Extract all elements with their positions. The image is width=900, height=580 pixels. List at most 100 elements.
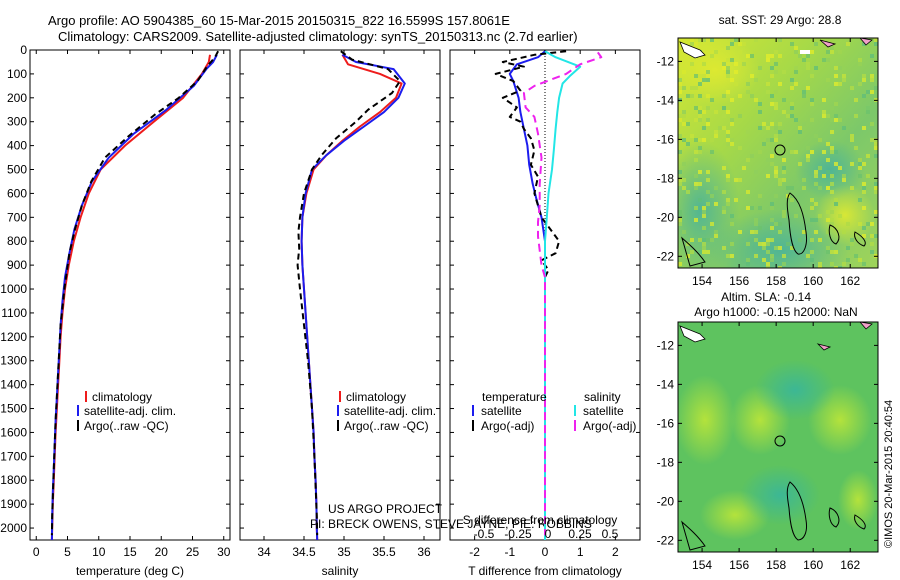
sst-pixel	[870, 74, 874, 78]
sst-pixel	[778, 82, 782, 86]
reef-contour	[681, 520, 706, 551]
sst-pixel	[838, 66, 842, 70]
sst-pixel	[862, 262, 866, 266]
sst-pixel	[726, 66, 730, 70]
sst-pixel	[870, 90, 874, 94]
sst-pixel	[858, 58, 862, 62]
map-y-tick-label: -12	[657, 338, 675, 352]
sst-pixel	[726, 202, 730, 206]
sst-pixel	[834, 266, 838, 268]
sst-pixel	[754, 38, 758, 42]
sst-pixel	[726, 138, 730, 142]
sst-pixel	[786, 114, 790, 118]
sst-pixel	[838, 82, 842, 86]
sst-pixel	[826, 142, 830, 146]
reef-contour	[786, 481, 807, 541]
sst-pixel	[718, 126, 722, 130]
map-x-tick-label: 156	[729, 558, 749, 572]
sst-pixel	[710, 150, 714, 154]
sst-pixel	[834, 150, 838, 154]
difference-profile-panel: -2 -1 0 1 2 T difference from climatology S …	[449, 49, 641, 578]
sst-pixel	[802, 178, 806, 182]
sst-pixel	[678, 134, 682, 138]
title-line2: Climatology: CARS2009. Satellite-adjuste…	[58, 29, 578, 44]
sst-pixel	[750, 154, 754, 158]
sst-pixel	[802, 122, 806, 126]
reef-contour	[786, 192, 807, 255]
sst-pixel	[730, 254, 734, 258]
sst-pixel	[690, 62, 694, 66]
legend-t-argo: Argo(-adj)	[481, 419, 534, 433]
legend-climatology: climatology	[346, 390, 406, 404]
sst-pixel	[830, 190, 834, 194]
sst-pixel	[758, 206, 762, 210]
legend-satellite: satellite-adj. clim.	[344, 404, 436, 418]
sst-pixel	[810, 202, 814, 206]
depth-tick-label: 1500	[0, 402, 27, 416]
sst-map-frame	[677, 37, 879, 269]
depth-tick-label: 0	[20, 43, 27, 57]
credits-line1: US ARGO PROJECT	[328, 502, 443, 516]
sst-pixel	[770, 226, 774, 230]
legend-head-temperature: temperature	[482, 390, 547, 404]
x-tick-label: 15	[123, 545, 137, 559]
sst-pixel	[758, 102, 762, 106]
sst-pixel	[766, 158, 770, 162]
sst-pixel	[862, 78, 866, 82]
sst-pixel	[810, 250, 814, 254]
map-y-tick-label: -18	[657, 455, 675, 469]
sst-pixel	[730, 58, 734, 62]
depth-tick-label: 1100	[1, 306, 27, 320]
sst-pixel	[698, 114, 702, 118]
sst-pixel	[678, 214, 682, 218]
sst-pixel	[726, 90, 730, 94]
sst-pixel	[762, 122, 766, 126]
sst-pixel	[826, 218, 830, 222]
sst-pixel	[766, 174, 770, 178]
sst-pixel	[702, 38, 706, 42]
sst-pixel	[778, 54, 782, 58]
timestamp-stamp: ©IMOS 20-Mar-2015 20:40:54	[883, 400, 895, 548]
sst-pixel	[766, 90, 770, 94]
sst-pixel	[826, 186, 830, 190]
title-line1: Argo profile: AO 5904385_60 15-Mar-2015 …	[48, 13, 510, 28]
sst-pixel	[830, 182, 834, 186]
sst-pixel	[750, 74, 754, 78]
sst-pixel	[690, 250, 694, 254]
coastline	[679, 325, 706, 343]
sst-pixel	[694, 206, 698, 210]
sst-pixel	[746, 190, 750, 194]
sst-pixel	[726, 46, 730, 50]
sst-pixel	[694, 42, 698, 46]
sst-pixel	[678, 218, 682, 222]
sst-pixel	[698, 146, 702, 150]
sst-pixel	[866, 154, 870, 158]
sst-pixel	[678, 114, 682, 118]
sst-pixel	[730, 142, 734, 146]
sst-pixel	[798, 130, 802, 134]
sst-pixel	[730, 138, 734, 142]
sst-pixel	[686, 190, 690, 194]
sst-pixel	[778, 122, 782, 126]
sst-pixel	[766, 82, 770, 86]
sst-pixel	[774, 174, 778, 178]
sst-pixel	[862, 126, 866, 130]
sst-pixel	[722, 66, 726, 70]
sst-pixel	[766, 54, 770, 58]
sla-map-title: Altim. SLA: -0.14	[721, 290, 811, 304]
sst-pixel	[698, 74, 702, 78]
sst-pixel	[734, 62, 738, 66]
sst-pixel	[770, 54, 774, 58]
sst-pixel	[790, 186, 794, 190]
sst-pixel	[682, 86, 686, 90]
sst-pixel	[730, 42, 734, 46]
sst-pixel	[830, 262, 834, 266]
sst-pixel	[702, 74, 706, 78]
sst-pixel	[754, 238, 758, 242]
s-tick-label: -0.5	[474, 527, 495, 541]
sst-pixel	[870, 138, 874, 142]
sst-pixel	[806, 158, 810, 162]
sst-pixel	[698, 250, 702, 254]
sst-pixel	[818, 238, 822, 242]
s-tick-label: 0	[545, 527, 552, 541]
